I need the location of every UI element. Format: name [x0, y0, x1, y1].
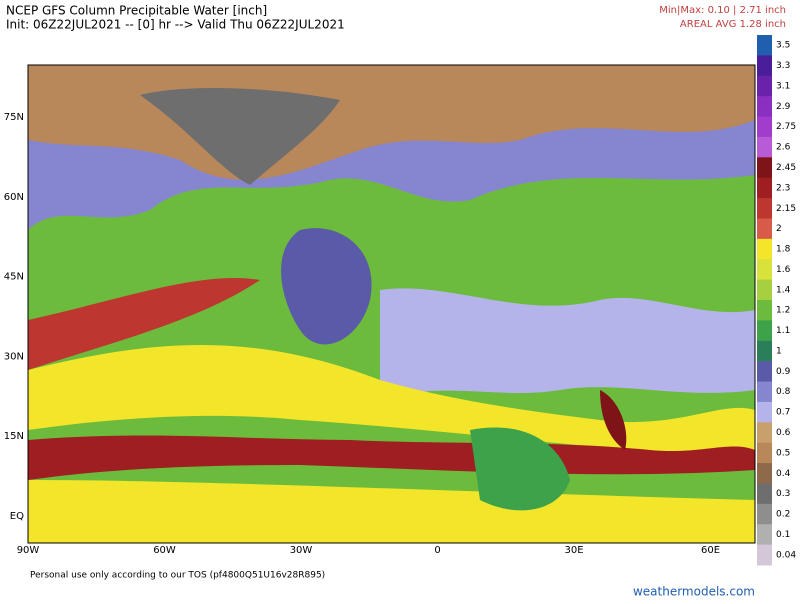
- lon-label: 0: [434, 545, 440, 556]
- colorbar-swatch: [757, 198, 772, 219]
- lon-label: 90W: [17, 545, 40, 556]
- colorbar-swatch: [757, 75, 772, 97]
- colorbar-swatch: [757, 361, 772, 383]
- colorbar-label: 0.7: [776, 408, 790, 418]
- colorbar-swatch: [757, 55, 772, 77]
- colorbar-label: 2.3: [776, 183, 790, 193]
- colorbar-swatch: [757, 524, 772, 546]
- lat-label: 75N: [4, 112, 24, 123]
- areal-avg: AREAL AVG 1.28 inch: [680, 19, 786, 30]
- colorbar-swatch: [757, 442, 772, 464]
- lon-label: 60W: [153, 545, 176, 556]
- colorbar-label: 0.8: [776, 387, 791, 397]
- lat-label: EQ: [10, 511, 24, 522]
- lat-label: 60N: [4, 192, 24, 203]
- lat-label: 15N: [4, 431, 24, 442]
- colorbar-swatch: [757, 279, 772, 301]
- colorbar-label: 2.9: [776, 102, 791, 112]
- colorbar-swatch: [757, 320, 772, 342]
- colorbar-label: 2.45: [776, 163, 796, 173]
- lat-label: 30N: [4, 351, 24, 362]
- colorbar-swatch: [757, 422, 772, 444]
- colorbar-swatch: [757, 136, 772, 158]
- colorbar-label: 1.4: [776, 285, 791, 295]
- colorbar-label: 2.6: [776, 143, 791, 153]
- colorbar-label: 0.04: [776, 550, 796, 560]
- colorbar-swatch: [757, 96, 772, 118]
- colorbar-swatch: [757, 218, 772, 240]
- colorbar-swatch: [757, 340, 772, 362]
- colorbar-label: 0.2: [776, 510, 790, 520]
- lon-label: 30W: [290, 545, 313, 556]
- colorbar-label: 3.1: [776, 81, 790, 91]
- colorbar-swatch: [757, 300, 772, 321]
- colorbar-label: 1.6: [776, 265, 791, 275]
- colorbar-label: 1.8: [776, 245, 791, 255]
- colorbar-label: 0.4: [776, 469, 791, 479]
- subtitle: Init: 06Z22JUL2021 -- [0] hr --> Valid T…: [6, 18, 345, 32]
- colorbar-swatch: [757, 259, 772, 281]
- colorbar-swatch: [757, 483, 772, 505]
- colorbar-swatch: [757, 238, 772, 260]
- lat-label: 45N: [4, 272, 24, 283]
- colorbar-swatch: [757, 401, 772, 423]
- tos-notice: Personal use only according to our TOS (…: [30, 571, 325, 581]
- colorbar-label: 0.5: [776, 448, 790, 458]
- colorbar-swatch: [757, 503, 772, 525]
- colorbar-swatch: [757, 116, 772, 138]
- colorbar-label: 0.9: [776, 367, 791, 377]
- colorbar-label: 3.3: [776, 61, 790, 71]
- colorbar-label: 2: [776, 224, 782, 234]
- colorbar-swatch: [757, 177, 772, 199]
- colorbar-label: 3.5: [776, 41, 790, 51]
- lon-label: 60E: [701, 545, 720, 556]
- title: NCEP GFS Column Precipitable Water [inch…: [6, 4, 267, 18]
- colorbar-swatch: [757, 544, 772, 566]
- map: [27, 64, 756, 544]
- colorbar-label: 1.1: [776, 326, 790, 336]
- colorbar-swatch: [757, 35, 772, 56]
- colorbar-label: 0.1: [776, 530, 790, 540]
- colorbar-label: 2.15: [776, 204, 796, 214]
- colorbar-label: 1.2: [776, 306, 790, 316]
- colorbar-label: 0.3: [776, 489, 790, 499]
- colorbar-swatch: [757, 463, 772, 484]
- lon-label: 30E: [564, 545, 583, 556]
- colorbar-label: 2.75: [776, 122, 796, 132]
- site-name: weathermodels.com: [633, 585, 755, 599]
- colorbar-swatch: [757, 157, 772, 179]
- min-max: Min|Max: 0.10 | 2.71 inch: [659, 5, 786, 16]
- colorbar-swatch: [757, 381, 772, 403]
- colorbar-label: 0.6: [776, 428, 791, 438]
- colorbar-label: 1: [776, 346, 782, 356]
